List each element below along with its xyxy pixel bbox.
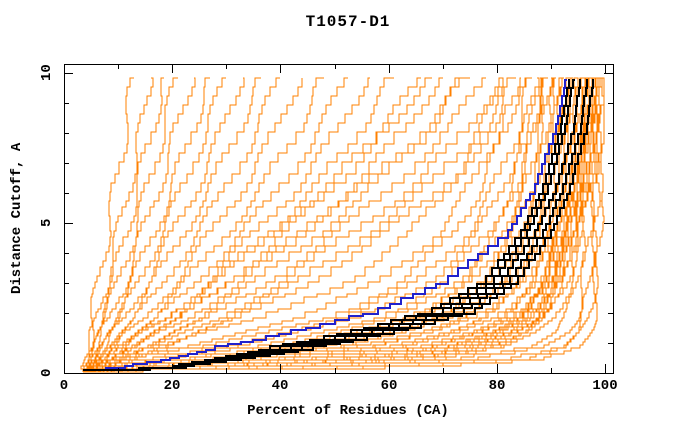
highlighted-models-curve: [87, 79, 575, 371]
highlighted-models-curve: [83, 79, 594, 371]
all-models-curve: [91, 77, 605, 373]
all-models-curve: [94, 77, 603, 373]
y-tick-label: 10: [39, 64, 55, 82]
axis-ticks: [64, 64, 613, 374]
all-models-curve: [87, 77, 370, 373]
all-models-curve: [86, 77, 532, 372]
all-models-curve: [83, 77, 261, 373]
y-tick-label: 5: [39, 218, 55, 228]
all-models-curve: [83, 77, 596, 373]
all-models-curve: [83, 77, 564, 373]
all-models-curve: [87, 77, 544, 373]
all-models-curve: [91, 77, 394, 373]
all-models-curve: [90, 77, 470, 372]
all-models-curve: [87, 77, 178, 373]
x-tick-label: 0: [59, 378, 69, 394]
all-models-curve: [91, 77, 596, 373]
all-models-curve: [80, 77, 164, 373]
all-models-curve: [83, 77, 513, 373]
all-models-curve: [87, 77, 597, 373]
x-tick-label: 40: [271, 378, 289, 394]
all-models-curve: [86, 77, 504, 372]
all-models-curve: [83, 77, 586, 373]
reference-model-curve: [83, 79, 567, 371]
all-models-curve: [87, 77, 572, 373]
plot-border: [64, 64, 614, 374]
chart-title: T1057-D1: [305, 13, 391, 31]
all-models-curve: [90, 78, 303, 372]
all-models-curve: [87, 77, 432, 372]
x-tick-label: 80: [488, 378, 506, 394]
all-models-curve: [91, 77, 245, 372]
y-tick-label: 0: [39, 368, 55, 378]
x-axis-label: Percent of Residues (CA): [247, 403, 449, 419]
all-models-curve: [94, 77, 594, 373]
highlighted-models-curve: [94, 79, 588, 371]
all-models-curve: [91, 77, 563, 373]
highlighted-models-curve: [91, 79, 581, 371]
all-models-curve: [94, 77, 502, 373]
all-models-curve: [94, 77, 605, 373]
all-models-curve: [83, 77, 543, 373]
all-models-curve: [83, 77, 196, 373]
all-models-curve: [86, 77, 154, 372]
all-models-curve: [94, 77, 563, 373]
x-tick-label: 60: [380, 378, 398, 394]
all-models-curve: [87, 77, 596, 373]
x-tick-label: 20: [163, 378, 181, 394]
x-tick-label: 100: [592, 378, 618, 394]
all-models-curve: [94, 77, 555, 373]
all-models-curve: [83, 77, 210, 372]
all-models-curve: [94, 77, 590, 373]
